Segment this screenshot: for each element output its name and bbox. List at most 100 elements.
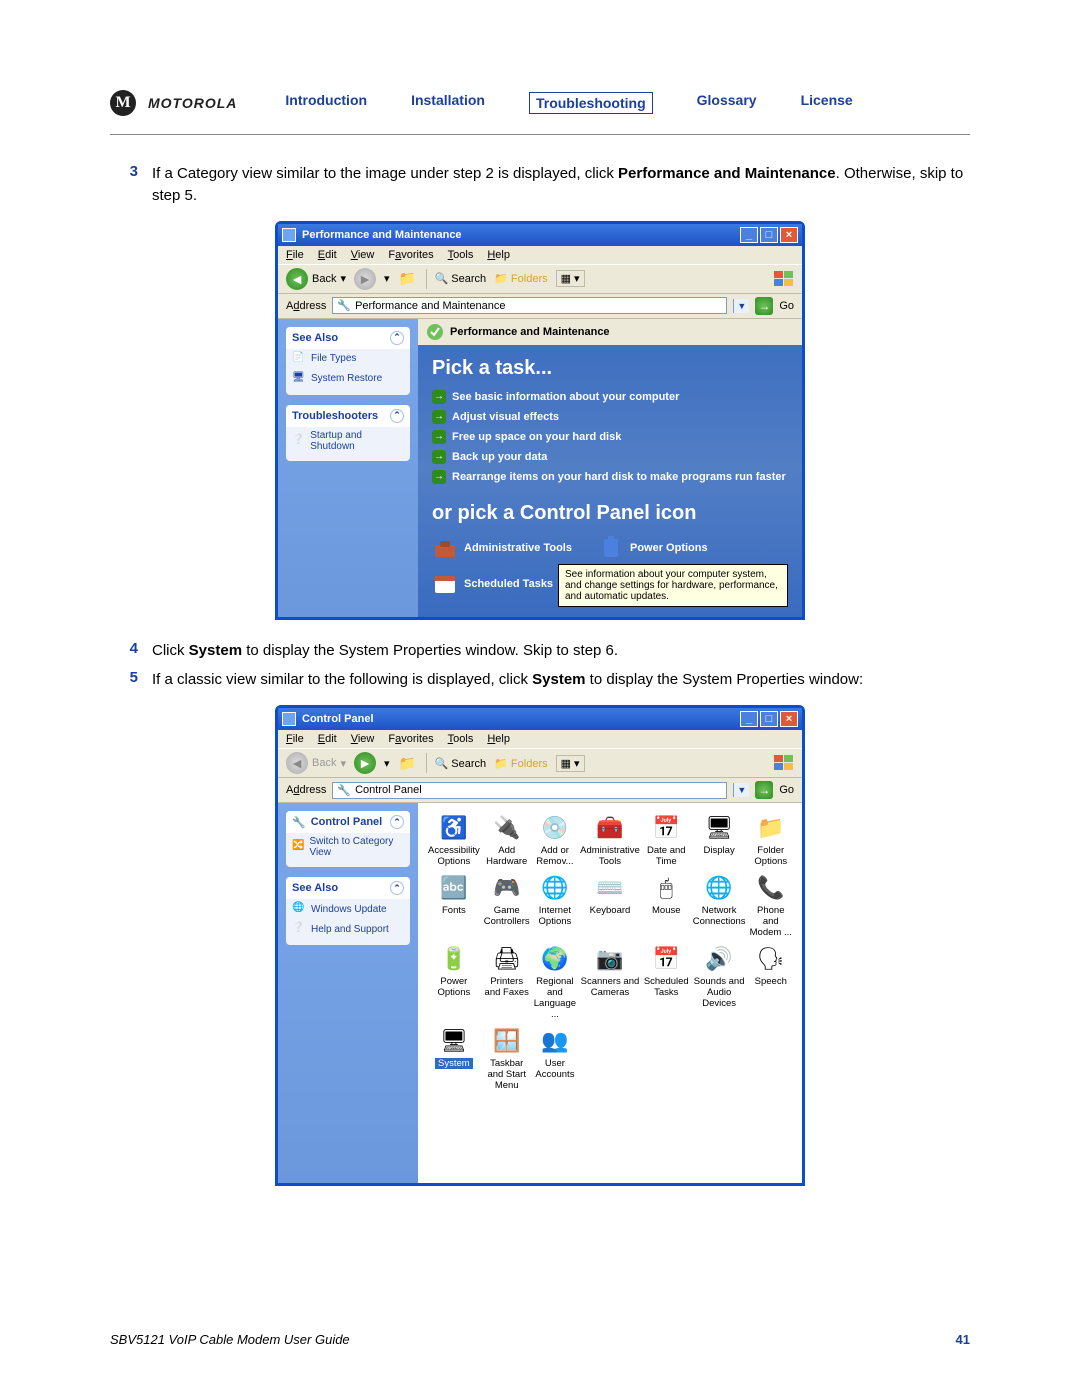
menu-favorites[interactable]: Favorites <box>388 733 433 745</box>
menu-favorites[interactable]: Favorites <box>388 249 433 261</box>
menu-edit[interactable]: Edit <box>318 249 337 261</box>
address-input[interactable]: 🔧 Performance and Maintenance <box>332 297 727 314</box>
motorola-logo-icon: M <box>110 90 136 116</box>
arrow-icon: → <box>432 390 446 404</box>
close-button[interactable]: × <box>780 227 798 243</box>
minimize-button[interactable]: _ <box>740 711 758 727</box>
window-titlebar: Performance and Maintenance _ □ × <box>278 224 802 246</box>
power-options-icon[interactable]: Power Options <box>598 535 708 561</box>
pick-icon-heading: or pick a Control Panel icon <box>432 502 788 525</box>
cp-item-sounds-and-audio-devices[interactable]: 🔊Sounds and Audio Devices <box>693 944 746 1020</box>
cp-item-administrative-tools[interactable]: 🧰Administrative Tools <box>580 813 640 867</box>
windows-update-link[interactable]: 🌐Windows Update <box>286 899 410 919</box>
cp-item-label: Folder Options <box>750 845 792 867</box>
sysrestore-link[interactable]: 🖥System Restore <box>286 369 410 389</box>
switch-view-link[interactable]: 🔀Switch to Category View <box>286 833 410 861</box>
search-button[interactable]: 🔍 Search <box>435 757 487 770</box>
address-input[interactable]: 🔧 Control Panel <box>332 782 727 799</box>
cp-item-printers-and-faxes[interactable]: 🖨Printers and Faxes <box>484 944 530 1020</box>
task-backup[interactable]: →Back up your data <box>432 450 788 464</box>
cp-item-speech[interactable]: 🗣Speech <box>750 944 792 1020</box>
cp-item-network-connections[interactable]: 🌐Network Connections <box>693 873 746 938</box>
forward-button[interactable]: ► <box>354 268 376 290</box>
admin-tools-icon[interactable]: Administrative Tools <box>432 535 572 561</box>
cp-item-add-hardware[interactable]: 🔌Add Hardware <box>484 813 530 867</box>
troubleshooters-header[interactable]: Troubleshooters⌃ <box>286 405 410 427</box>
close-button[interactable]: × <box>780 711 798 727</box>
menu-file[interactable]: File <box>286 249 304 261</box>
views-button[interactable]: ▦ ▾ <box>556 270 585 287</box>
cp-item-user-accounts[interactable]: 👥User Accounts <box>534 1026 576 1091</box>
cp-item-label: Add Hardware <box>484 845 530 867</box>
maximize-button[interactable]: □ <box>760 227 778 243</box>
up-folder-icon[interactable]: 📁 <box>398 753 418 773</box>
up-folder-icon[interactable]: 📁 <box>398 269 418 289</box>
address-dropdown[interactable]: ▼ <box>733 299 749 313</box>
filetypes-link[interactable]: 📄File Types <box>286 349 410 369</box>
address-label: Address <box>286 784 326 796</box>
forward-button[interactable]: ► <box>354 752 376 774</box>
go-button[interactable]: → <box>755 297 773 315</box>
cp-item-regional-and-language-[interactable]: 🌍Regional and Language ... <box>534 944 576 1020</box>
cp-item-mouse[interactable]: 🖱Mouse <box>644 873 689 938</box>
folders-button[interactable]: 📁 Folders <box>494 272 547 285</box>
menu-edit[interactable]: Edit <box>318 733 337 745</box>
nav-introduction[interactable]: Introduction <box>285 92 367 114</box>
cp-item-phone-and-modem-[interactable]: 📞Phone and Modem ... <box>750 873 792 938</box>
seealso-header[interactable]: See Also⌃ <box>286 327 410 349</box>
cp-item-accessibility-options[interactable]: ♿Accessibility Options <box>428 813 480 867</box>
seealso-header[interactable]: See Also⌃ <box>286 877 410 899</box>
task-visualeffects[interactable]: →Adjust visual effects <box>432 410 788 424</box>
cp-item-scheduled-tasks[interactable]: 📅Scheduled Tasks <box>644 944 689 1020</box>
views-button[interactable]: ▦ ▾ <box>556 755 585 772</box>
menu-view[interactable]: View <box>351 249 375 261</box>
calendar-icon <box>432 571 458 597</box>
cp-item-folder-options[interactable]: 📁Folder Options <box>750 813 792 867</box>
minimize-button[interactable]: _ <box>740 227 758 243</box>
scheduled-tasks-icon[interactable]: Scheduled Tasks <box>432 571 553 597</box>
window-title: Control Panel <box>302 713 374 725</box>
nav-license[interactable]: License <box>801 92 853 114</box>
nav-troubleshooting[interactable]: Troubleshooting <box>529 92 653 114</box>
cp-item-display[interactable]: 🖥Display <box>693 813 746 867</box>
cp-item-icon: 🎮 <box>492 873 522 903</box>
menu-help[interactable]: Help <box>487 249 510 261</box>
startup-link[interactable]: ❔Startup and Shutdown <box>286 427 410 455</box>
cp-item-keyboard[interactable]: ⌨️Keyboard <box>580 873 640 938</box>
cp-item-date-and-time[interactable]: 📅Date and Time <box>644 813 689 867</box>
nav-glossary[interactable]: Glossary <box>697 92 757 114</box>
controlpanel-header[interactable]: 🔧Control Panel⌃ <box>286 811 410 833</box>
cp-item-scanners-and-cameras[interactable]: 📷Scanners and Cameras <box>580 944 640 1020</box>
cp-item-taskbar-and-start-menu[interactable]: 🪟Taskbar and Start Menu <box>484 1026 530 1091</box>
back-button[interactable]: ◄Back ▾ <box>286 268 346 290</box>
menu-help[interactable]: Help <box>487 733 510 745</box>
cp-item-icon: 🌐 <box>704 873 734 903</box>
folders-button[interactable]: 📁 Folders <box>494 757 547 770</box>
cp-item-fonts[interactable]: 🔤Fonts <box>428 873 480 938</box>
cp-item-add-or-remov-[interactable]: 💿Add or Remov... <box>534 813 576 867</box>
collapse-icon: ⌃ <box>390 881 404 895</box>
cp-item-power-options[interactable]: 🔋Power Options <box>428 944 480 1020</box>
window-titlebar: Control Panel _ □ × <box>278 708 802 730</box>
task-rearrange[interactable]: →Rearrange items on your hard disk to ma… <box>432 470 788 484</box>
address-dropdown[interactable]: ▼ <box>733 783 749 797</box>
address-icon: 🔧 <box>337 299 351 312</box>
menu-view[interactable]: View <box>351 733 375 745</box>
cp-item-game-controllers[interactable]: 🎮Game Controllers <box>484 873 530 938</box>
menu-file[interactable]: File <box>286 733 304 745</box>
menu-tools[interactable]: Tools <box>448 733 474 745</box>
address-bar: Address 🔧 Performance and Maintenance ▼ … <box>278 294 802 319</box>
nav-installation[interactable]: Installation <box>411 92 485 114</box>
cp-item-icon: 🖥 <box>704 813 734 843</box>
task-basicinfo[interactable]: →See basic information about your comput… <box>432 390 788 404</box>
go-button[interactable]: → <box>755 781 773 799</box>
help-support-link[interactable]: ❔Help and Support <box>286 919 410 939</box>
footer-title: SBV5121 VoIP Cable Modem User Guide <box>110 1332 350 1347</box>
menu-tools[interactable]: Tools <box>448 249 474 261</box>
task-freeup[interactable]: →Free up space on your hard disk <box>432 430 788 444</box>
cp-item-internet-options[interactable]: 🌐Internet Options <box>534 873 576 938</box>
cp-item-system[interactable]: 🖥System <box>428 1026 480 1091</box>
maximize-button[interactable]: □ <box>760 711 778 727</box>
step-number: 4 <box>110 640 138 662</box>
search-button[interactable]: 🔍 Search <box>435 272 487 285</box>
